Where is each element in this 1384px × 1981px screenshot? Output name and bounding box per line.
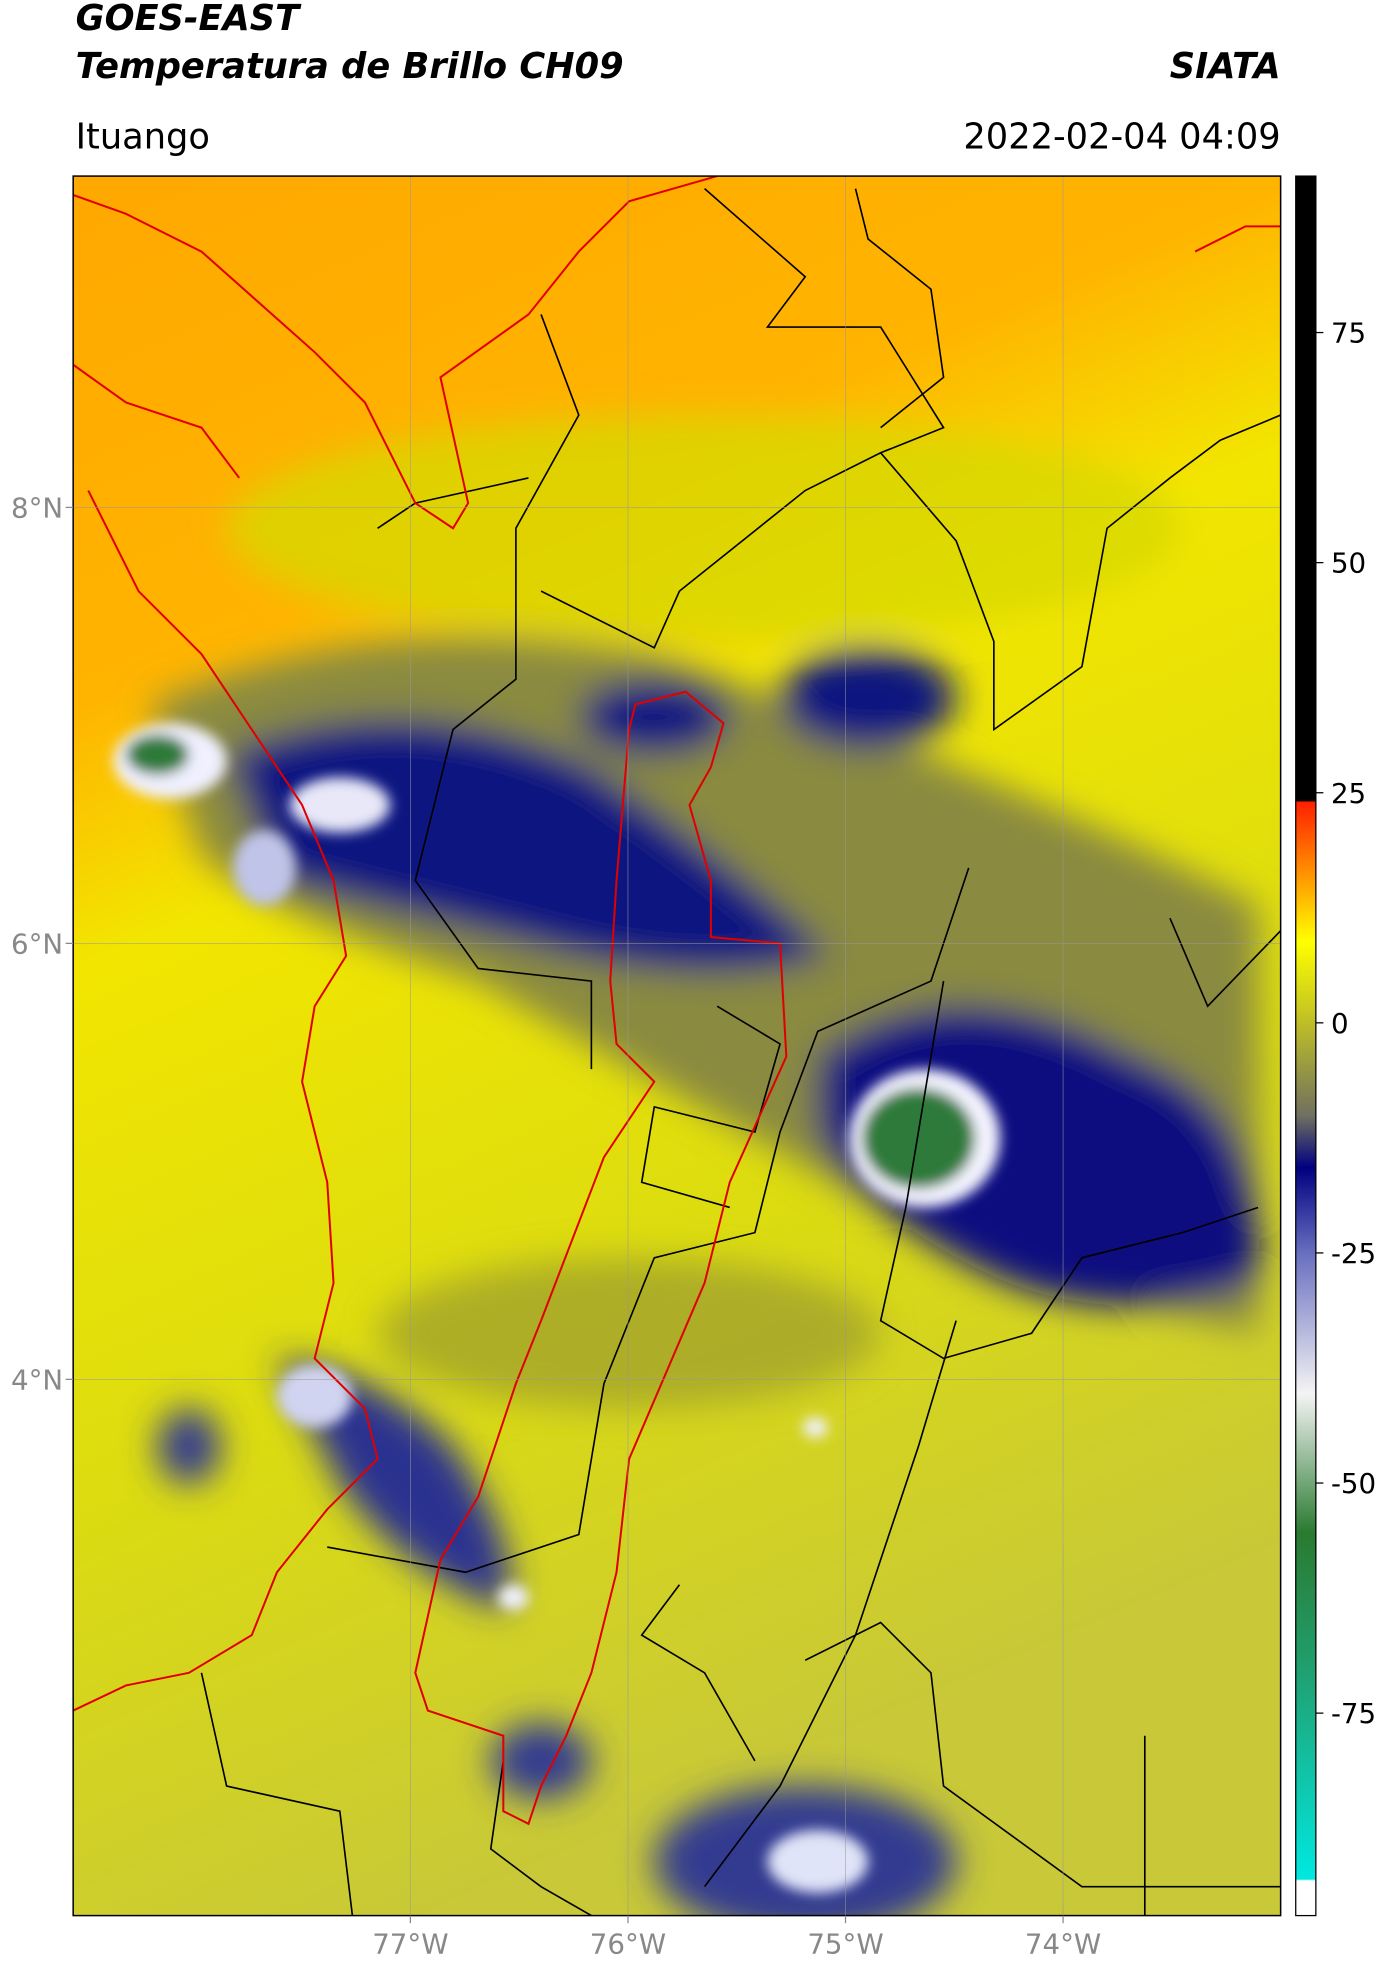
y-tick-label: 8°N [11, 491, 63, 524]
colorbar-tick-label: -75 [1331, 1697, 1376, 1730]
map-area [73, 176, 1281, 1916]
colorbar-tick-label: 25 [1331, 777, 1366, 810]
y-tick-label: 6°N [11, 927, 63, 960]
colorbar-ticks: 75 50 25 0 -25 -50 -75 [1315, 317, 1376, 1730]
x-tick-label: 76°W [590, 1927, 666, 1960]
cold-tops [113, 723, 1001, 1893]
colorbar-tick-label: -25 [1331, 1237, 1376, 1270]
colorbar [1295, 175, 1317, 1917]
colorbar-tick-label: 50 [1331, 547, 1366, 580]
datetime: 2022-02-04 04:09 [963, 116, 1280, 157]
x-tick-label: 75°W [807, 1927, 883, 1960]
map-frame [72, 175, 1282, 1917]
colorbar-tick-label: -50 [1331, 1467, 1376, 1500]
x-tick-label: 74°W [1025, 1927, 1101, 1960]
grid [73, 176, 1281, 1916]
location: Ituango [76, 116, 210, 157]
y-tick-label: 4°N [11, 1363, 63, 1396]
coastline-and-basin [73, 176, 1281, 1826]
colorbar-tick-label: 75 [1331, 317, 1366, 350]
subtitle: Temperatura de Brillo CH09 [76, 46, 624, 87]
title: GOES-EAST [76, 0, 302, 39]
colorbar-tick-label: 0 [1331, 1007, 1349, 1040]
axis-ticks: 77°W 76°W 75°W 74°W 8°N 6°N 4°N [11, 491, 1101, 1960]
x-tick-label: 77°W [372, 1927, 448, 1960]
source: SIATA [1170, 46, 1281, 87]
